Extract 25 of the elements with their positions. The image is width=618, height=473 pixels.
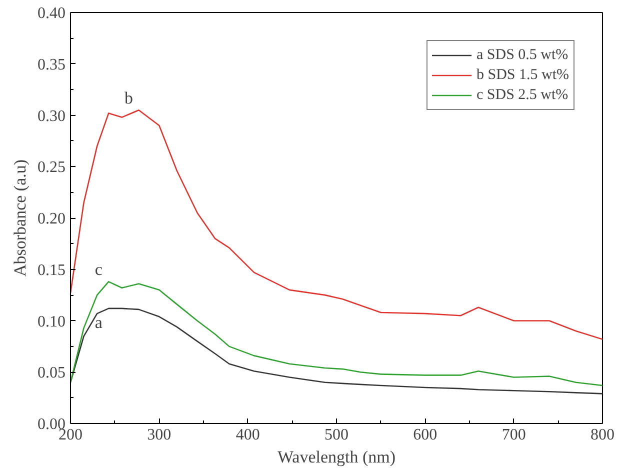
y-axis-title: Absorbance (a.u) bbox=[10, 159, 30, 277]
x-tick-label: 500 bbox=[324, 426, 348, 444]
y-tick-label: 0.35 bbox=[38, 56, 66, 74]
line-series bbox=[70, 308, 602, 394]
x-tick-label: 700 bbox=[502, 426, 526, 444]
annotation: c bbox=[94, 260, 103, 280]
x-tick-label: 400 bbox=[236, 426, 260, 444]
y-tick-label: 0.15 bbox=[38, 262, 66, 279]
legend-label: a SDS 0.5 wt% bbox=[476, 46, 568, 64]
annotation: b bbox=[124, 88, 134, 108]
annotation: a bbox=[94, 312, 103, 332]
legend-label: b SDS 1.5 wt% bbox=[476, 66, 569, 84]
y-tick-label: 0.10 bbox=[38, 313, 66, 330]
y-tick-label: 0.05 bbox=[38, 364, 66, 382]
line-series bbox=[70, 109, 602, 340]
x-axis-title: Wavelength (nm) bbox=[277, 448, 396, 466]
y-tick-label: 0.25 bbox=[38, 159, 66, 176]
y-tick-label: 0.20 bbox=[38, 210, 66, 228]
x-tick-label: 600 bbox=[413, 426, 438, 444]
legend-label: c SDS 2.5 wt% bbox=[476, 86, 568, 104]
x-tick-label: 800 bbox=[590, 426, 614, 444]
x-tick-label: 300 bbox=[147, 426, 172, 444]
line-series bbox=[70, 281, 602, 386]
y-tick-label: 0.40 bbox=[38, 5, 66, 22]
y-tick-label: 0.30 bbox=[38, 108, 66, 125]
